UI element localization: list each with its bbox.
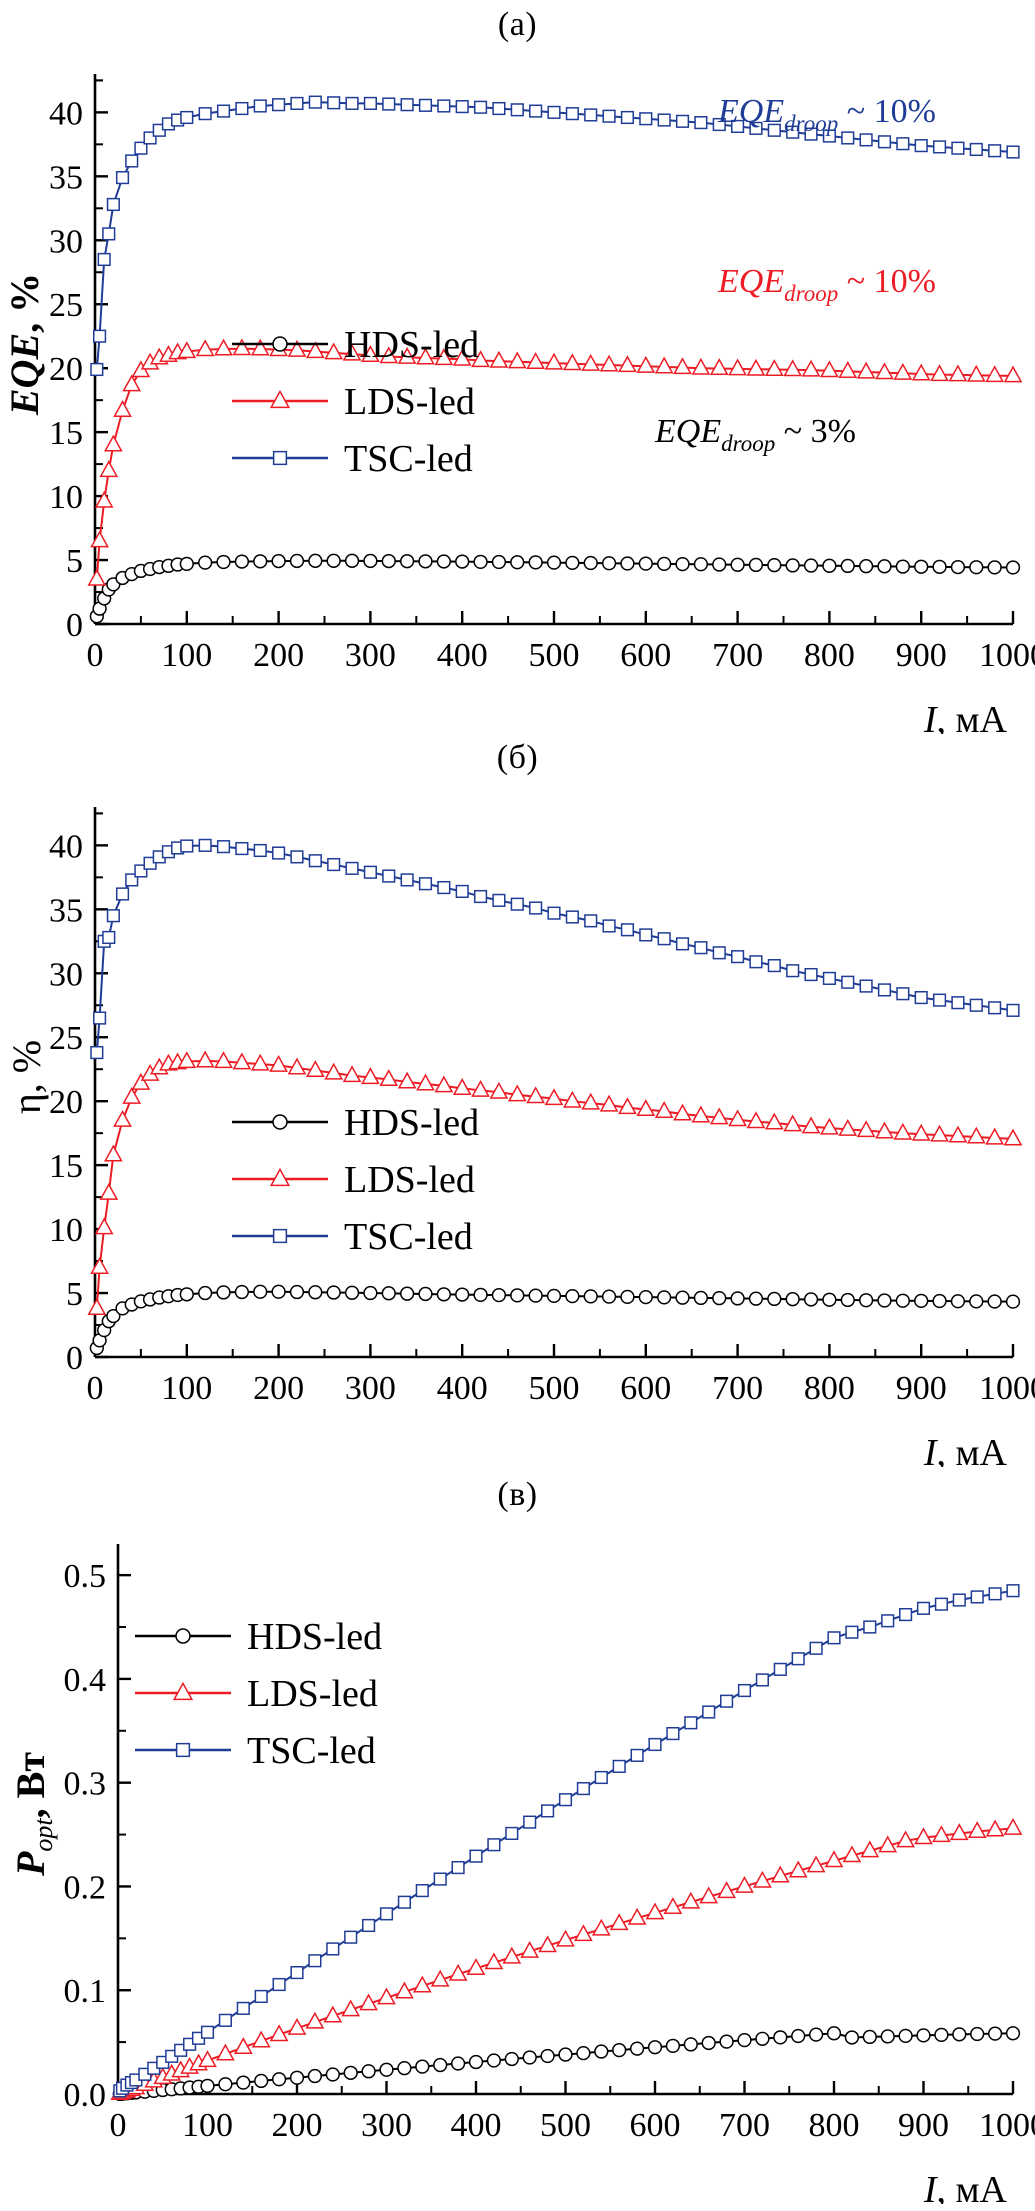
x-tick-label: 300 (361, 2107, 412, 2144)
panel-a-title: (а) (497, 6, 538, 43)
panel-v: (в) 010020030040050060070080090010000.00… (0, 1474, 1035, 2211)
legend-label: TSC-led (344, 438, 473, 480)
panel-v-title: (в) (497, 1476, 538, 1513)
y-tick-label: 10 (49, 479, 83, 516)
y-tick-label: 40 (49, 95, 83, 132)
x-axis-label: I, мА (923, 699, 1008, 734)
legend-label: TSC-led (344, 1216, 473, 1258)
y-axis-label: η, % (4, 1040, 49, 1114)
x-tick-label: 700 (712, 637, 763, 674)
y-tick-label: 20 (49, 351, 83, 388)
y-tick-label: 0.1 (64, 1973, 107, 2010)
x-axis-label: I, мА (923, 1432, 1008, 1467)
x-tick-label: 800 (809, 2107, 860, 2144)
x-tick-label: 900 (898, 2107, 949, 2144)
series-hds-led (89, 1284, 1021, 1356)
x-tick-label: 200 (253, 637, 304, 674)
x-tick-label: 400 (437, 1370, 488, 1407)
legend-label: LDS-led (344, 381, 475, 423)
y-tick-label: 40 (49, 828, 83, 865)
legend: HDS-led LDS-led TSC-led (232, 324, 479, 480)
legend-label: HDS-led (344, 324, 479, 366)
x-tick-label: 900 (896, 1370, 947, 1407)
panel-b-title: (б) (496, 739, 539, 776)
x-tick-label: 600 (620, 1370, 671, 1407)
y-axis-label: Popt, Вт (8, 1752, 58, 1877)
y-tick-label: 30 (49, 956, 83, 993)
y-tick-label: 25 (49, 1020, 83, 1057)
y-tick-label: 0.3 (64, 1766, 107, 1803)
y-tick-label: 0 (66, 1340, 83, 1377)
y-tick-label: 0.0 (64, 2077, 107, 2114)
x-tick-label: 0 (87, 637, 104, 674)
x-tick-label: 500 (540, 2107, 591, 2144)
series-lds-led (110, 1817, 1023, 2101)
y-tick-label: 10 (49, 1212, 83, 1249)
x-tick-label: 300 (345, 637, 396, 674)
series-tsc-led (90, 838, 1020, 1060)
y-tick-label: 35 (49, 159, 83, 196)
legend: HDS-led LDS-led TSC-led (135, 1616, 382, 1772)
series-tsc-led (113, 1584, 1020, 2098)
x-tick-label: 100 (161, 1370, 212, 1407)
y-tick-label: 30 (49, 223, 83, 260)
series-lds-led (87, 1050, 1023, 1315)
x-tick-label: 0 (87, 1370, 104, 1407)
x-tick-label: 800 (804, 1370, 855, 1407)
x-tick-label: 800 (804, 637, 855, 674)
x-tick-label: 400 (437, 637, 488, 674)
series-lds-led (87, 338, 1023, 586)
legend-label: HDS-led (247, 1616, 382, 1658)
y-tick-label: 25 (49, 287, 83, 324)
x-tick-label: 600 (630, 2107, 681, 2144)
x-tick-label: 500 (529, 1370, 580, 1407)
y-tick-label: 15 (49, 1148, 83, 1185)
legend-label: LDS-led (247, 1673, 378, 1715)
legend-label: LDS-led (344, 1159, 475, 1201)
legend-label: TSC-led (247, 1730, 376, 1772)
x-axis-label: I, мА (923, 2169, 1008, 2204)
y-tick-label: 20 (49, 1084, 83, 1121)
x-tick-label: 400 (451, 2107, 502, 2144)
legend-label: HDS-led (344, 1102, 479, 1144)
y-tick-label: 0 (66, 607, 83, 644)
x-tick-label: 500 (529, 637, 580, 674)
y-tick-label: 5 (66, 1276, 83, 1313)
y-tick-label: 0.4 (64, 1662, 107, 1699)
annotation-eqe-droop: EQEdroop ~ 3% (654, 413, 856, 456)
x-tick-label: 700 (719, 2107, 770, 2144)
x-tick-label: 100 (182, 2107, 233, 2144)
x-tick-label: 600 (620, 637, 671, 674)
x-tick-label: 700 (712, 1370, 763, 1407)
x-tick-label: 300 (345, 1370, 396, 1407)
x-tick-label: 0 (110, 2107, 127, 2144)
series-hds-led (89, 553, 1021, 624)
y-tick-label: 35 (49, 892, 83, 929)
annotation-eqe-droop: EQEdroop ~ 10% (717, 263, 936, 306)
x-tick-label: 200 (253, 1370, 304, 1407)
y-axis-label: EQE, % (2, 273, 47, 416)
legend: HDS-led LDS-led TSC-led (232, 1102, 479, 1258)
y-tick-label: 5 (66, 543, 83, 580)
y-tick-label: 0.2 (64, 1869, 107, 1906)
x-tick-label: 200 (272, 2107, 323, 2144)
x-tick-label: 900 (896, 637, 947, 674)
x-tick-label: 100 (161, 637, 212, 674)
series-tsc-led (90, 95, 1020, 377)
y-tick-label: 15 (49, 415, 83, 452)
annotation-eqe-droop: EQEdroop ~ 10% (717, 93, 936, 136)
y-tick-label: 0.5 (64, 1558, 107, 1595)
